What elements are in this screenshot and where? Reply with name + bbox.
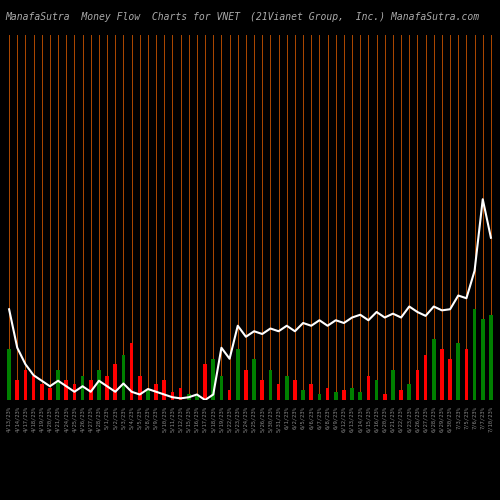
Bar (24, 370, 28, 400)
Bar (138, 376, 141, 400)
Bar (56, 370, 60, 400)
Bar (48, 388, 52, 400)
Bar (464, 350, 468, 400)
Bar (122, 356, 126, 400)
Bar (310, 384, 313, 400)
Bar (244, 370, 248, 400)
Bar (228, 390, 232, 400)
Bar (146, 390, 150, 400)
Bar (40, 384, 43, 400)
Bar (170, 392, 174, 400)
Bar (72, 384, 76, 400)
Bar (105, 376, 109, 400)
Bar (80, 376, 84, 400)
Bar (64, 380, 68, 400)
Bar (293, 380, 297, 400)
Bar (424, 356, 428, 400)
Bar (374, 380, 378, 400)
Bar (260, 380, 264, 400)
Bar (448, 360, 452, 400)
Bar (301, 390, 305, 400)
Bar (220, 376, 224, 400)
Bar (114, 364, 117, 400)
Bar (391, 370, 395, 400)
Bar (16, 380, 19, 400)
Bar (318, 394, 322, 400)
Bar (334, 392, 338, 400)
Bar (252, 360, 256, 400)
Bar (440, 350, 444, 400)
Bar (350, 388, 354, 400)
Bar (399, 390, 403, 400)
Bar (187, 394, 190, 400)
Bar (326, 388, 330, 400)
Bar (358, 392, 362, 400)
Bar (489, 315, 493, 400)
Bar (366, 376, 370, 400)
Text: (21Vianet Group,  Inc.) ManafaSutra.com: (21Vianet Group, Inc.) ManafaSutra.com (250, 12, 479, 22)
Text: ManafaSutra  Money Flow  Charts for VNET: ManafaSutra Money Flow Charts for VNET (5, 12, 240, 22)
Bar (212, 360, 215, 400)
Bar (432, 339, 436, 400)
Bar (154, 384, 158, 400)
Bar (7, 350, 11, 400)
Bar (276, 384, 280, 400)
Bar (32, 376, 36, 400)
Bar (178, 388, 182, 400)
Bar (342, 390, 346, 400)
Bar (203, 364, 207, 400)
Bar (383, 394, 386, 400)
Bar (97, 370, 101, 400)
Bar (268, 370, 272, 400)
Bar (195, 396, 199, 400)
Bar (481, 319, 484, 400)
Bar (472, 308, 476, 400)
Bar (130, 343, 134, 400)
Bar (162, 380, 166, 400)
Bar (89, 380, 92, 400)
Bar (285, 376, 288, 400)
Bar (408, 384, 411, 400)
Bar (416, 370, 420, 400)
Bar (236, 350, 240, 400)
Bar (456, 343, 460, 400)
